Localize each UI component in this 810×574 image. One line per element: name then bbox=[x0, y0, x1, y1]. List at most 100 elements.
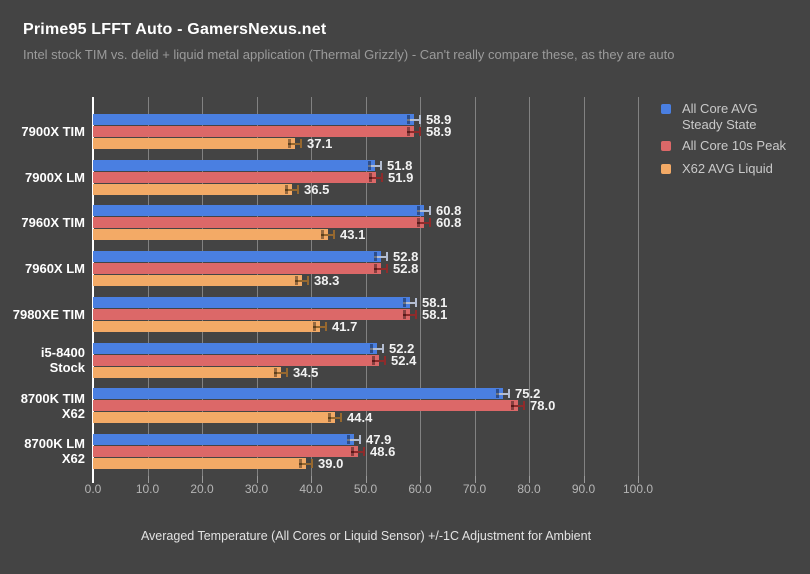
x-axis-title: Averaged Temperature (All Cores or Liqui… bbox=[140, 529, 592, 543]
category-label-line: 8700K LM bbox=[24, 436, 85, 452]
error-bar-cap bbox=[508, 389, 510, 398]
error-bar-cap bbox=[417, 218, 420, 227]
bar bbox=[93, 297, 410, 308]
category-label: 7900X LM bbox=[0, 170, 85, 185]
bar bbox=[93, 263, 381, 274]
x-tick-label: 50.0 bbox=[353, 482, 378, 496]
bar bbox=[93, 321, 320, 332]
gridline bbox=[202, 97, 203, 476]
gridline bbox=[365, 97, 367, 476]
gridline bbox=[474, 97, 476, 476]
value-label: 44.4 bbox=[347, 410, 373, 425]
value-label: 43.1 bbox=[340, 227, 366, 242]
error-bar-cap bbox=[381, 173, 383, 182]
category-label-line: i5-8400 bbox=[40, 345, 85, 360]
gridline bbox=[583, 97, 585, 476]
value-label: 37.1 bbox=[307, 136, 333, 151]
bar bbox=[93, 160, 375, 171]
error-bar-cap bbox=[363, 447, 365, 456]
bar bbox=[93, 434, 354, 445]
x-tick-label: 80.0 bbox=[517, 482, 541, 496]
x-tick-label: 30.0 bbox=[244, 482, 269, 496]
error-bar-cap bbox=[359, 435, 361, 444]
value-label: 58.1 bbox=[422, 295, 448, 310]
value-label: 52.8 bbox=[393, 249, 419, 264]
axis-tick bbox=[583, 476, 585, 483]
error-bar-line bbox=[285, 188, 299, 191]
error-bar-cap bbox=[328, 413, 331, 422]
error-bar-cap bbox=[325, 322, 327, 331]
axis-tick bbox=[474, 476, 476, 483]
error-bar-cap bbox=[419, 115, 421, 124]
category-label: 8700K TIM X62 bbox=[0, 391, 85, 421]
error-bar-cap bbox=[285, 185, 288, 194]
value-label: 52.4 bbox=[391, 353, 417, 368]
error-bar-line bbox=[347, 438, 361, 441]
error-bar-cap bbox=[417, 206, 420, 215]
error-bar-line bbox=[496, 392, 510, 395]
error-bar-cap bbox=[321, 230, 324, 239]
x-tick-label: 10.0 bbox=[135, 482, 160, 496]
category-label-line: X62 bbox=[61, 405, 85, 421]
error-bar-cap bbox=[511, 401, 514, 410]
error-bar-line bbox=[351, 450, 365, 453]
value-label: 78.0 bbox=[530, 398, 556, 413]
value-label: 39.0 bbox=[318, 456, 344, 471]
bar bbox=[93, 309, 410, 320]
value-label: 41.7 bbox=[332, 319, 358, 334]
gridline bbox=[420, 97, 421, 476]
category-label: i5-8400 Stock bbox=[0, 345, 85, 375]
error-bar-line bbox=[288, 142, 302, 145]
category-label: 7900X TIM bbox=[0, 124, 85, 139]
category-label: 7960X TIM bbox=[0, 215, 85, 230]
error-bar-cap bbox=[523, 401, 525, 410]
value-label: 51.8 bbox=[387, 158, 413, 173]
bar bbox=[93, 412, 335, 423]
value-label: 47.9 bbox=[366, 432, 392, 447]
error-bar-line bbox=[368, 164, 382, 167]
gridline bbox=[256, 97, 258, 476]
axis-tick bbox=[311, 476, 312, 483]
error-bar-cap bbox=[384, 356, 386, 365]
error-bar-cap bbox=[286, 368, 288, 377]
error-bar-line bbox=[295, 279, 309, 282]
bar bbox=[93, 251, 381, 262]
value-label: 52.8 bbox=[393, 261, 419, 276]
value-label: 58.1 bbox=[422, 307, 448, 322]
error-bar-cap bbox=[374, 252, 377, 261]
error-bar-cap bbox=[311, 459, 313, 468]
bar bbox=[93, 205, 424, 216]
error-bar-line bbox=[321, 233, 335, 236]
x-tick-label: 90.0 bbox=[571, 482, 596, 496]
bar bbox=[93, 400, 518, 411]
bar bbox=[93, 458, 306, 469]
error-bar-cap bbox=[415, 298, 417, 307]
y-axis-line bbox=[92, 97, 94, 483]
error-bar-cap bbox=[382, 344, 384, 353]
category-label-line: Stock bbox=[49, 360, 85, 375]
error-bar-cap bbox=[374, 264, 377, 273]
value-label: 36.5 bbox=[304, 182, 330, 197]
value-label: 48.6 bbox=[370, 444, 396, 459]
error-bar-line bbox=[372, 359, 386, 362]
error-bar-line bbox=[417, 221, 431, 224]
bar bbox=[93, 172, 376, 183]
error-bar-cap bbox=[347, 435, 350, 444]
category-label-line: 7900X TIM bbox=[21, 124, 85, 139]
bar bbox=[93, 343, 377, 354]
error-bar-cap bbox=[297, 185, 299, 194]
error-bar-cap bbox=[403, 298, 406, 307]
bar bbox=[93, 114, 414, 125]
error-bar-cap bbox=[300, 139, 302, 148]
error-bar-cap bbox=[386, 264, 388, 273]
axis-tick bbox=[256, 476, 258, 483]
bar bbox=[93, 138, 295, 149]
error-bar-cap bbox=[419, 127, 421, 136]
value-label: 60.8 bbox=[436, 203, 462, 218]
chart-title: Prime95 LFFT Auto - GamersNexus.net bbox=[23, 21, 327, 38]
error-bar-cap bbox=[274, 368, 277, 377]
bar bbox=[93, 367, 281, 378]
axis-tick bbox=[638, 476, 639, 483]
category-label-line: 7900X LM bbox=[25, 169, 85, 185]
